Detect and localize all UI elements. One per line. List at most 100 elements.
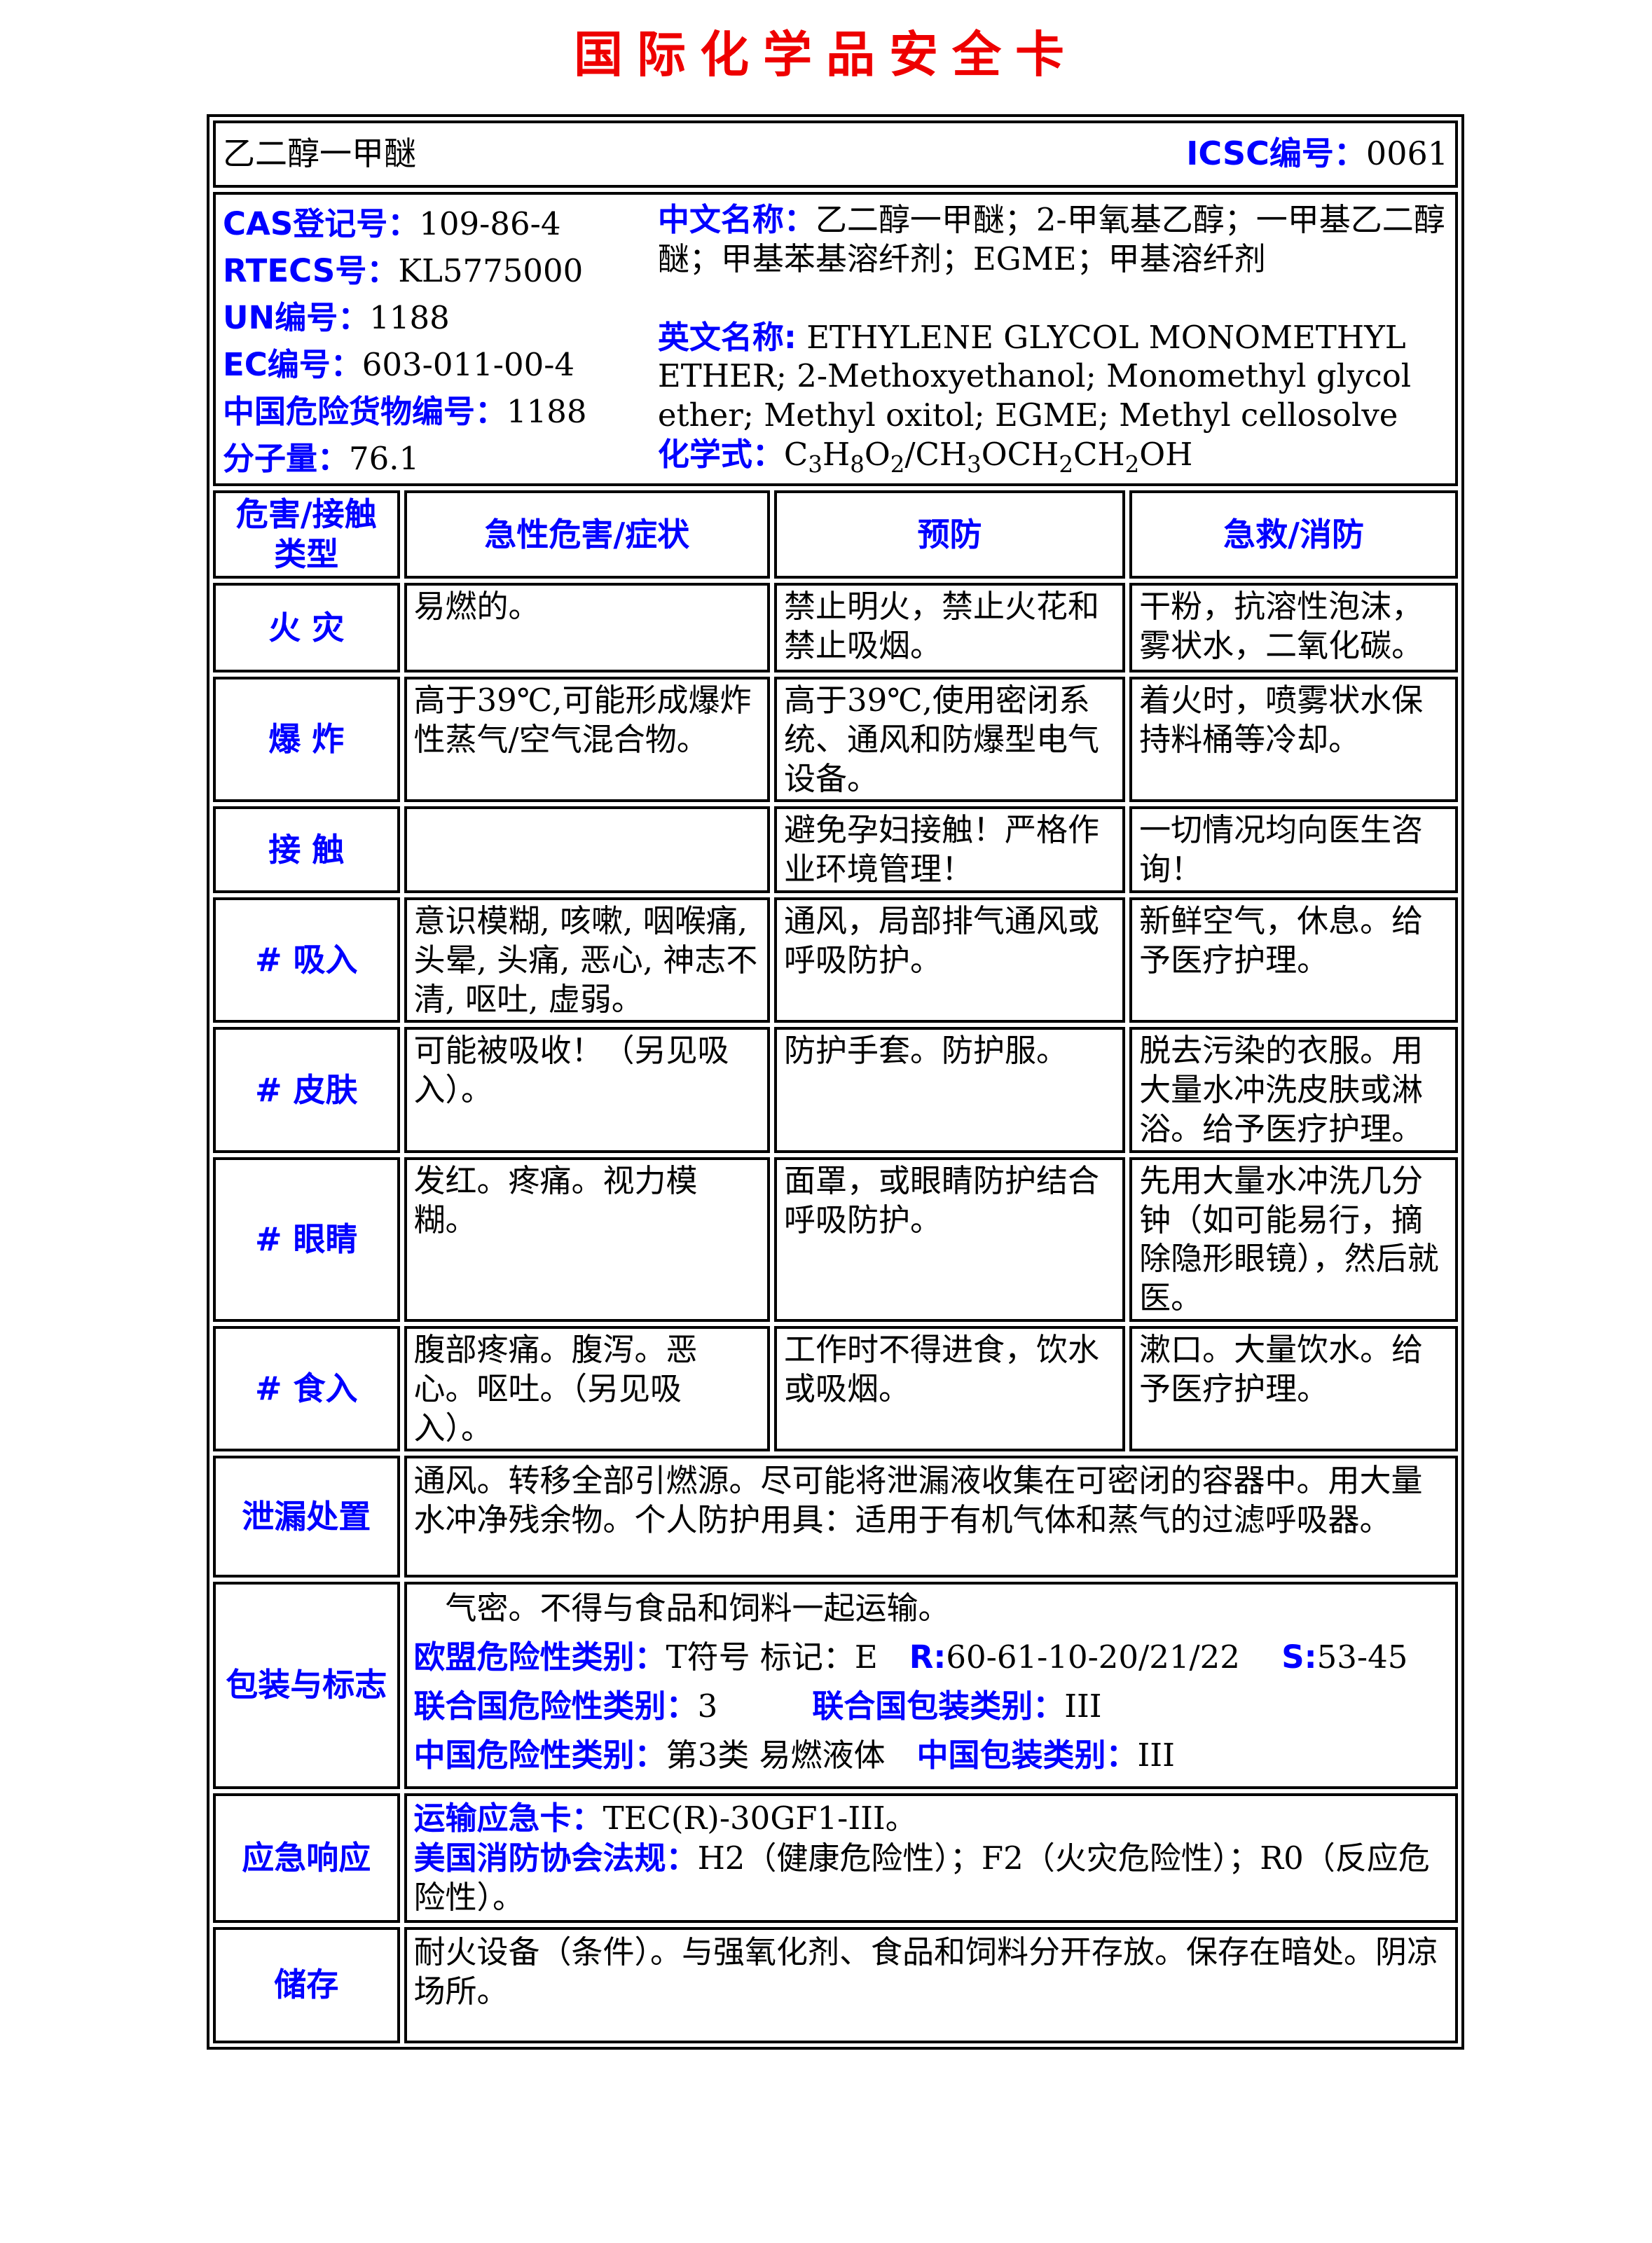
field-label: 运输应急卡： bbox=[413, 1799, 603, 1837]
field-value: 76.1 bbox=[349, 440, 420, 477]
formula-subscript: 2 bbox=[1059, 450, 1073, 478]
text-segment: H2（健康危险性）；F2（火灾危险性）；R0（反应危险性）。 bbox=[413, 1840, 1430, 1917]
substance-name: 乙二醇一甲醚 bbox=[223, 134, 416, 173]
field-label: 欧盟危险性类别： bbox=[413, 1638, 666, 1676]
text-segment: 53-45 bbox=[1316, 1638, 1408, 1676]
text-segment: 耐火设备（条件）。与强氧化剂、食品和饲料分开存放。保存在暗处。阴凉场所。 bbox=[413, 1933, 1439, 2010]
field-label: 中国包装类别： bbox=[916, 1736, 1138, 1774]
info-cell: CAS登记号：109-86-4 RTECS号：KL5775000 UN编号：11… bbox=[213, 192, 1458, 486]
safety-card-table: 乙二醇一甲醚 ICSC编号：0061 CAS登记号：109-86-4 RTECS… bbox=[207, 114, 1464, 2050]
hazard-row-inhalation: # 吸入 意识模糊, 咳嗽, 咽喉痛, 头晕, 头痛, 恶心, 神志不清, 呕吐… bbox=[213, 897, 1458, 1023]
text-segment: 气密。不得与食品和饲料一起运输。 bbox=[413, 1589, 950, 1627]
row-label: # 食入 bbox=[213, 1326, 400, 1452]
section-line: 运输应急卡：TEC(R)-30GF1-III。 bbox=[414, 1799, 1448, 1838]
text-segment: 3 bbox=[697, 1688, 813, 1725]
prevention-cell: 避免孕妇接触！严格作业环境管理！ bbox=[773, 806, 1126, 894]
section-spill-disposal: 泄漏处置 通风。转移全部引燃源。尽可能将泄漏液收集在可密闭的容器中。用大量水冲净… bbox=[213, 1456, 1458, 1578]
field-label: 英文名称: bbox=[657, 318, 797, 356]
prevention-cell: 高于39℃,使用密闭系统、通风和防爆型电气设备。 bbox=[773, 677, 1126, 803]
text-segment: O bbox=[864, 435, 890, 473]
field-label: CAS登记号： bbox=[223, 205, 420, 242]
identifier-china-dg: 中国危险货物编号：1188 bbox=[223, 388, 658, 435]
text-segment: CH bbox=[1073, 435, 1125, 473]
chinese-names: 中文名称：乙二醇一甲醚；2-甲氧基乙醇；一甲基乙二醇醚；甲基苯基溶纤剂；EGME… bbox=[658, 200, 1448, 279]
symptoms-cell bbox=[404, 806, 770, 894]
text-segment: 第3类 易燃液体 bbox=[666, 1736, 917, 1774]
response-cell: 先用大量水冲洗几分钟（如可能易行，摘除隐形眼镜），然后就医。 bbox=[1129, 1157, 1458, 1323]
section-line: 通风。转移全部引燃源。尽可能将泄漏液收集在可密闭的容器中。用大量水冲净残余物。个… bbox=[414, 1461, 1448, 1540]
field-value: 109-86-4 bbox=[419, 205, 561, 242]
col-header-type: 危害/接触 类型 bbox=[213, 490, 400, 579]
identifier-un: UN编号：1188 bbox=[223, 294, 658, 341]
symptoms-cell: 发红。疼痛。视力模糊。 bbox=[404, 1157, 770, 1323]
english-names: 英文名称: ETHYLENE GLYCOL MONOMETHYL ETHER; … bbox=[658, 318, 1448, 435]
info-row: CAS登记号：109-86-4 RTECS号：KL5775000 UN编号：11… bbox=[213, 192, 1458, 486]
icsc-number: 0061 bbox=[1365, 134, 1448, 173]
section-line: 耐火设备（条件）。与强氧化剂、食品和饲料分开存放。保存在暗处。阴凉场所。 bbox=[414, 1933, 1448, 2011]
section-emergency-response: 应急响应 运输应急卡：TEC(R)-30GF1-III。 美国消防协会法规：H2（… bbox=[213, 1793, 1458, 1923]
response-cell: 新鲜空气，休息。给予医疗护理。 bbox=[1129, 897, 1458, 1023]
symptoms-cell: 腹部疼痛。腹泻。恶心。呕吐。（另见吸入）。 bbox=[404, 1326, 770, 1452]
card-header-row: 乙二醇一甲醚 ICSC编号：0061 bbox=[213, 120, 1458, 188]
section-content: 运输应急卡：TEC(R)-30GF1-III。 美国消防协会法规：H2（健康危险性… bbox=[404, 1793, 1458, 1923]
field-value: 乙二醇一甲醚；2-甲氧基乙醇；一甲基乙二醇醚；甲基苯基溶纤剂；EGME；甲基溶纤… bbox=[657, 201, 1445, 277]
formula-subscript: 8 bbox=[850, 450, 865, 478]
symptoms-cell: 可能被吸收！（另见吸入）。 bbox=[404, 1027, 770, 1153]
field-label: 联合国包装类别： bbox=[812, 1688, 1065, 1725]
row-label: # 眼睛 bbox=[213, 1157, 400, 1323]
prevention-cell: 防护手套。防护服。 bbox=[773, 1027, 1126, 1153]
text-segment: III bbox=[1064, 1688, 1102, 1725]
field-value: 1188 bbox=[369, 299, 450, 336]
text-segment: TEC(R)-30GF1-III。 bbox=[603, 1799, 917, 1837]
symptoms-cell: 意识模糊, 咳嗽, 咽喉痛, 头晕, 头痛, 恶心, 神志不清, 呕吐, 虚弱。 bbox=[404, 897, 770, 1023]
text-segment: H bbox=[822, 435, 851, 473]
row-label: 接 触 bbox=[213, 806, 400, 894]
field-label: 分子量： bbox=[223, 440, 350, 477]
section-content: 通风。转移全部引燃源。尽可能将泄漏液收集在可密闭的容器中。用大量水冲净残余物。个… bbox=[404, 1456, 1458, 1578]
section-label: 泄漏处置 bbox=[213, 1456, 400, 1578]
field-label: R: bbox=[909, 1638, 947, 1676]
prevention-cell: 禁止明火，禁止火花和禁止吸烟。 bbox=[773, 583, 1126, 673]
formula-subscript: 3 bbox=[808, 450, 822, 478]
prevention-cell: 通风，局部排气通风或呼吸防护。 bbox=[773, 897, 1126, 1023]
col-header-symptoms: 急性危害/症状 bbox=[404, 490, 770, 579]
identifier-cas: CAS登记号：109-86-4 bbox=[223, 200, 658, 247]
icsc-number-field: ICSC编号：0061 bbox=[1186, 134, 1448, 174]
formula-subscript: 2 bbox=[890, 450, 905, 478]
section-content: 耐火设备（条件）。与强氧化剂、食品和饲料分开存放。保存在暗处。阴凉场所。 bbox=[404, 1926, 1458, 2043]
hazard-row-skin: # 皮肤 可能被吸收！（另见吸入）。 防护手套。防护服。 脱去污染的衣服。用大量… bbox=[213, 1027, 1458, 1153]
col-header-prevention: 预防 bbox=[773, 490, 1126, 579]
section-line: 联合国危险性类别：3 联合国包装类别：III bbox=[414, 1687, 1448, 1726]
section-line: 欧盟危险性类别：T符号 标记：E R:60-61-10-20/21/22 S:5… bbox=[414, 1638, 1448, 1677]
identifier-mol-weight: 分子量：76.1 bbox=[223, 435, 658, 482]
field-label: 中文名称： bbox=[657, 201, 815, 238]
field-label: 中国危险性类别： bbox=[413, 1736, 666, 1774]
section-line: 中国危险性类别：第3类 易燃液体 中国包装类别：III bbox=[414, 1736, 1448, 1775]
hazard-row-contact: 接 触 避免孕妇接触！严格作业环境管理！ 一切情况均向医生咨询！ bbox=[213, 806, 1458, 894]
hazard-row-ingestion: # 食入 腹部疼痛。腹泻。恶心。呕吐。（另见吸入）。 工作时不得进食，饮水或吸烟… bbox=[213, 1326, 1458, 1452]
field-label: 中国危险货物编号： bbox=[223, 393, 507, 430]
prevention-cell: 面罩，或眼睛防护结合呼吸防护。 bbox=[773, 1157, 1126, 1323]
text-segment: /CH bbox=[904, 435, 968, 473]
hazard-row-eyes: # 眼睛 发红。疼痛。视力模糊。 面罩，或眼睛防护结合呼吸防护。 先用大量水冲洗… bbox=[213, 1157, 1458, 1323]
response-cell: 着火时，喷雾状水保持料桶等冷却。 bbox=[1129, 677, 1458, 803]
field-value: KL5775000 bbox=[398, 252, 584, 289]
hazard-row-fire: 火 灾 易燃的。 禁止明火，禁止火花和禁止吸烟。 干粉，抗溶性泡沫，雾状水，二氧… bbox=[213, 583, 1458, 673]
symptoms-cell: 易燃的。 bbox=[404, 583, 770, 673]
field-label: 化学式： bbox=[657, 435, 784, 473]
section-storage: 储存 耐火设备（条件）。与强氧化剂、食品和饲料分开存放。保存在暗处。阴凉场所。 bbox=[213, 1926, 1458, 2043]
response-cell: 脱去污染的衣服。用大量水冲洗皮肤或淋浴。给予医疗护理。 bbox=[1129, 1027, 1458, 1153]
field-label: UN编号： bbox=[223, 299, 370, 336]
section-label: 包装与标志 bbox=[213, 1582, 400, 1789]
field-value: 603-011-00-4 bbox=[362, 346, 575, 383]
formula-subscript: 2 bbox=[1124, 450, 1140, 478]
section-label: 应急响应 bbox=[213, 1793, 400, 1923]
hazard-table-header: 危害/接触 类型 急性危害/症状 预防 急救/消防 bbox=[213, 490, 1458, 579]
hazard-row-explosion: 爆 炸 高于39℃,可能形成爆炸性蒸气/空气混合物。 高于39℃,使用密闭系统、… bbox=[213, 677, 1458, 803]
section-label: 储存 bbox=[213, 1926, 400, 2043]
field-value: 1188 bbox=[507, 393, 587, 430]
text-segment: OCH bbox=[981, 435, 1059, 473]
formula-subscript: 3 bbox=[967, 450, 982, 478]
names-block: 中文名称：乙二醇一甲醚；2-甲氧基乙醇；一甲基乙二醇醚；甲基苯基溶纤剂；EGME… bbox=[658, 196, 1448, 482]
